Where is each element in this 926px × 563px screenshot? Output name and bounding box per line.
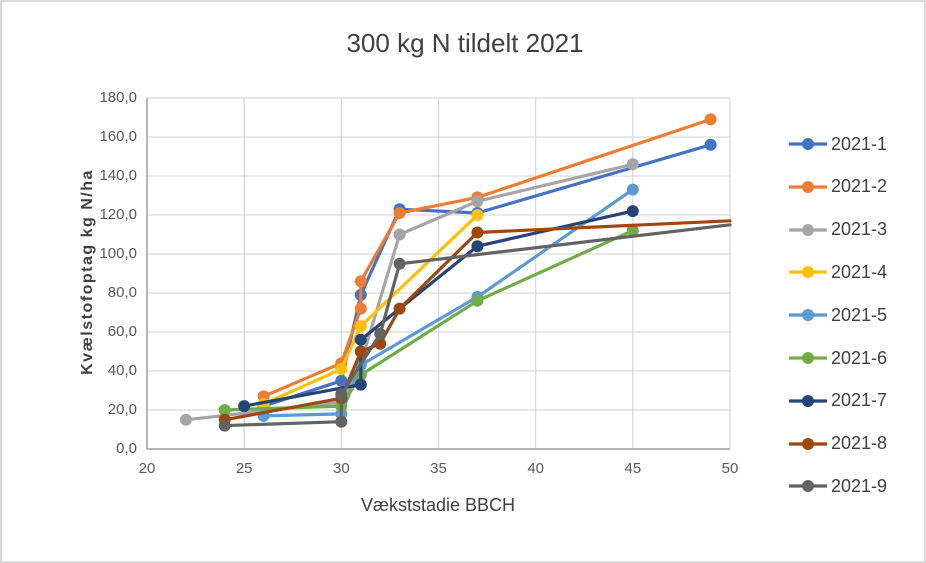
y-axis-title: Kvælstofoptag kg N/ha [79,169,96,375]
series-2021-9-marker [374,327,387,340]
series-2021-1-line [262,143,713,408]
y-tick-label: 80,0 [107,284,137,301]
series-2021-8-marker [471,226,484,239]
series-2021-9-marker [218,419,231,432]
chart-title: 300 kg N tildelt 2021 [346,28,584,58]
series-2021-4-marker [471,209,484,221]
series-2021-7-marker [238,400,251,413]
series-2021-6-marker [218,404,231,416]
x-tick-label: 25 [235,460,253,477]
x-tick-label: 50 [721,460,739,477]
y-tick-label: 60,0 [107,323,137,340]
x-tick-label: 20 [138,460,156,477]
series-2021-3-marker [179,413,192,426]
series-2021-9-marker [393,257,406,270]
series-2021-4-line [262,213,479,406]
series-2021-2-marker [393,207,406,219]
series-2021-4-marker [335,363,348,376]
series-2021-3-marker [626,158,639,171]
series-2021-1-marker [704,138,717,151]
series-2021-7-marker [354,333,367,346]
x-tick-label: 30 [332,460,350,477]
series-2021-7-marker [354,378,367,391]
series-2021-5-marker [626,183,639,196]
series-2021-6-marker [471,294,484,307]
series-2021-2-marker [354,302,367,315]
series-2021-7-marker [471,240,484,253]
x-axis-title: Vækststadie BBCH [360,495,516,515]
y-tick-label: 180,0 [99,89,137,106]
series-2021-1-marker [335,374,348,387]
x-tick-label: 45 [624,460,642,477]
y-tick-label: 140,0 [99,167,137,184]
series-2021-8-marker [393,302,406,315]
series-2021-6-line [223,229,635,412]
series-2021-9-marker [335,415,348,428]
series-2021-2-marker [354,275,367,288]
series-2021-2-marker [704,113,717,126]
y-tick-label: 160,0 [99,128,137,145]
y-tick-label: 100,0 [99,245,137,262]
series-2021-6-marker [626,224,639,237]
series-2021-8-marker [354,345,367,358]
series-2021-2-line [262,117,713,398]
series-2021-9-marker [335,388,348,401]
series-2021-3-marker [471,195,484,208]
x-tick-label: 35 [430,460,447,477]
y-tick-label: 40,0 [107,362,137,379]
y-tick-label: 20,0 [107,401,137,418]
series-2021-4-marker [354,320,367,333]
y-tick-label: 120,0 [99,206,137,223]
series-2021-9-line [223,223,732,428]
x-tick-label: 40 [527,460,544,477]
series-2021-3-marker [393,228,406,241]
y-tick-label: 0,0 [116,440,137,457]
series-2021-3-line [184,162,635,422]
series-2021-7-marker [626,205,639,218]
